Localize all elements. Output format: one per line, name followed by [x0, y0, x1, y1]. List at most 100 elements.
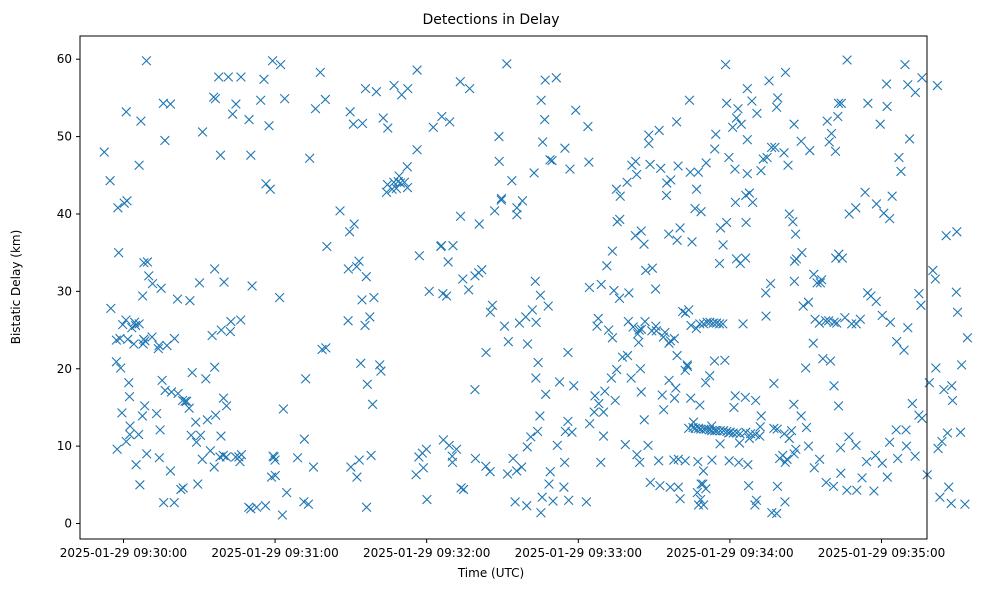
y-tick-label: 20	[57, 362, 72, 376]
data-point	[672, 350, 682, 361]
data-point	[614, 214, 625, 225]
data-point	[565, 164, 575, 174]
data-point	[780, 457, 791, 468]
data-point	[187, 367, 197, 378]
data-point	[533, 357, 543, 368]
data-point	[308, 462, 319, 472]
data-point	[782, 454, 792, 465]
data-point	[707, 455, 717, 465]
data-point	[264, 120, 274, 131]
data-point	[661, 178, 672, 188]
data-point	[115, 363, 126, 373]
data-point	[824, 137, 834, 147]
data-point	[207, 330, 217, 341]
data-point	[751, 495, 762, 506]
data-point	[766, 142, 777, 153]
data-point	[160, 135, 170, 146]
data-point	[235, 456, 245, 467]
data-point	[122, 334, 133, 345]
data-point	[704, 370, 715, 381]
x-axis-ticks: 2025-01-29 09:30:00 2025-01-29 09:31:00 20…	[60, 539, 945, 560]
data-point	[209, 462, 219, 472]
data-point	[197, 127, 208, 137]
data-point	[630, 230, 641, 241]
data-point	[644, 130, 654, 140]
data-point	[617, 352, 628, 362]
data-point	[861, 456, 872, 467]
data-point	[884, 437, 895, 448]
data-point	[937, 436, 947, 447]
data-point	[643, 440, 653, 451]
data-point	[255, 95, 266, 106]
data-point	[863, 98, 873, 109]
data-point	[559, 457, 570, 468]
data-point	[129, 317, 140, 328]
data-point	[563, 416, 573, 427]
data-point	[941, 230, 951, 241]
data-point	[696, 206, 706, 217]
data-point	[715, 439, 725, 449]
data-point	[111, 335, 122, 345]
data-point	[543, 301, 554, 311]
data-point	[882, 472, 893, 482]
data-point	[487, 300, 498, 311]
data-point	[402, 182, 413, 193]
data-point	[470, 453, 481, 464]
data-point	[367, 399, 378, 410]
data-point	[178, 483, 188, 493]
data-point	[496, 195, 507, 205]
data-point	[142, 257, 153, 267]
data-point	[568, 380, 579, 391]
data-point	[685, 393, 696, 403]
data-point	[869, 486, 879, 496]
data-point	[559, 482, 569, 492]
data-point	[651, 321, 661, 331]
data-point	[833, 111, 843, 122]
data-point	[485, 466, 495, 477]
data-point	[194, 278, 205, 288]
data-point	[545, 155, 555, 165]
y-axis-label: Bistatic Delay (km)	[9, 230, 23, 345]
data-point	[124, 391, 135, 402]
data-point	[225, 326, 236, 337]
data-point	[742, 134, 753, 145]
data-point	[685, 167, 696, 177]
data-point	[153, 343, 164, 354]
data-point	[687, 237, 697, 247]
data-point	[137, 291, 148, 301]
data-point	[671, 383, 681, 393]
data-point	[136, 116, 146, 126]
data-point	[227, 109, 238, 119]
data-point	[140, 336, 150, 346]
data-point	[846, 319, 857, 329]
data-point	[209, 264, 220, 274]
data-point	[395, 178, 406, 188]
data-point	[789, 256, 800, 266]
data-point	[115, 333, 125, 344]
data-point	[730, 164, 740, 174]
data-point	[197, 454, 208, 465]
data-point	[279, 93, 290, 104]
data-point	[512, 203, 522, 213]
data-point	[402, 161, 413, 172]
data-point	[547, 155, 557, 166]
data-point	[680, 365, 690, 376]
data-point	[173, 388, 183, 399]
data-point	[218, 450, 229, 461]
data-point	[481, 461, 491, 472]
data-point	[665, 175, 676, 185]
data-point	[508, 453, 518, 464]
data-point	[251, 502, 262, 513]
data-point	[779, 428, 790, 439]
data-point	[190, 417, 201, 427]
data-point	[321, 343, 331, 353]
data-point	[129, 339, 139, 349]
data-point	[701, 424, 711, 434]
data-point	[536, 507, 546, 518]
data-point	[563, 347, 573, 358]
data-point	[231, 99, 241, 109]
data-point	[610, 395, 620, 406]
data-point	[539, 114, 550, 125]
data-point	[147, 332, 157, 342]
data-point	[343, 315, 353, 326]
